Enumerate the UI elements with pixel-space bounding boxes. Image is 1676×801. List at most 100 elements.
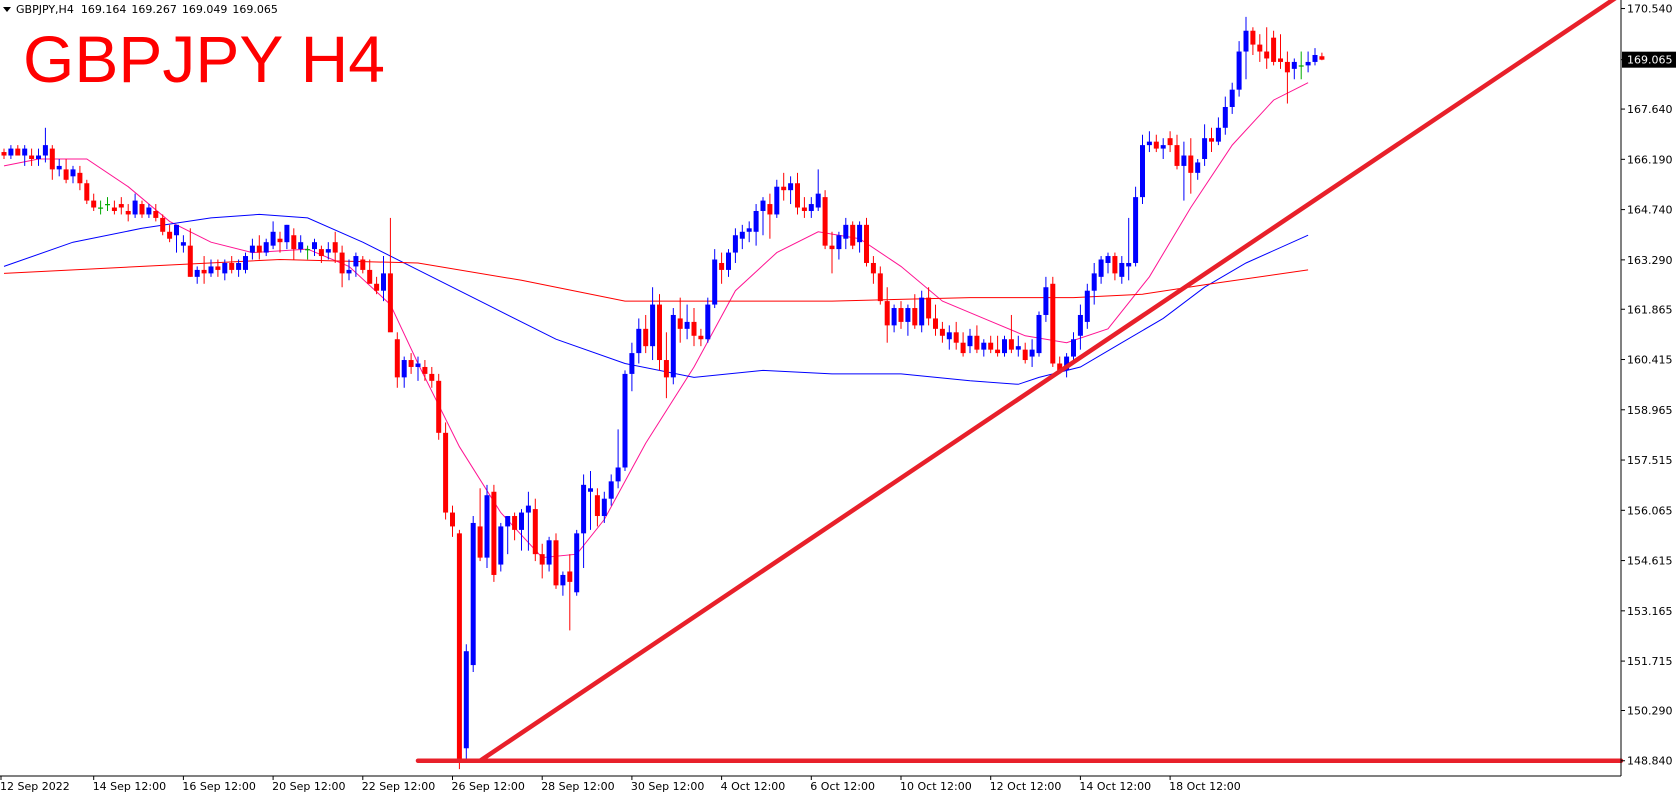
candle — [567, 554, 573, 631]
candle — [1015, 335, 1021, 357]
candle — [318, 245, 324, 263]
candle-body — [229, 262, 235, 270]
candle-body — [1312, 54, 1318, 62]
y-tick-label: 156.065 — [1627, 504, 1673, 517]
candle-body — [408, 360, 414, 367]
candle — [1284, 51, 1290, 104]
candle — [898, 301, 904, 329]
candle — [312, 238, 317, 257]
candle-body — [705, 304, 711, 340]
candle — [408, 353, 414, 374]
candle-body — [1105, 256, 1111, 263]
candle-body — [657, 304, 662, 361]
candle-body — [1015, 346, 1021, 350]
candle-body — [215, 266, 221, 270]
candle — [450, 505, 455, 537]
candle-body — [318, 249, 324, 257]
candle — [180, 235, 186, 253]
candle — [1119, 256, 1125, 284]
candle — [801, 197, 807, 218]
candle — [160, 214, 166, 236]
candle-body — [450, 512, 455, 527]
candle — [643, 314, 649, 354]
candle — [29, 148, 35, 166]
candle — [36, 148, 41, 166]
candle-body — [470, 522, 476, 666]
candle — [1243, 16, 1249, 80]
candle-body — [650, 304, 656, 347]
y-tick-label: 164.740 — [1627, 204, 1673, 217]
candle — [629, 342, 635, 392]
candle — [712, 249, 718, 309]
candle-body — [105, 204, 110, 206]
candle — [415, 356, 421, 381]
candle — [1278, 34, 1283, 69]
candle-body — [560, 574, 566, 586]
candle-body — [325, 249, 331, 253]
candle — [505, 516, 511, 555]
candle-body — [312, 242, 317, 250]
candle — [429, 366, 435, 388]
candle — [829, 231, 835, 274]
candle-body — [1298, 65, 1304, 67]
x-tick-label: 12 Sep 2022 — [0, 780, 70, 793]
candle-body — [84, 183, 90, 201]
candle-body — [1229, 89, 1235, 107]
candle — [1084, 283, 1090, 329]
candle — [194, 266, 200, 284]
candle — [118, 197, 124, 215]
candle-body — [877, 273, 883, 302]
candle-body — [491, 491, 497, 575]
candle-body — [870, 262, 876, 274]
candle — [581, 474, 587, 569]
candle-body — [905, 308, 911, 322]
candle-body — [1002, 339, 1007, 354]
candle — [249, 238, 255, 260]
candle-body — [415, 363, 421, 367]
candle — [1098, 256, 1104, 284]
candle-body — [367, 269, 373, 284]
candle-body — [677, 318, 683, 329]
candle — [1250, 27, 1256, 55]
candle-body — [567, 571, 573, 582]
candle — [691, 308, 697, 347]
candle — [353, 252, 359, 277]
candle — [8, 145, 14, 159]
candle — [995, 335, 1001, 357]
symbol-label: GBPJPY,H4 — [16, 2, 74, 16]
candle — [1146, 131, 1152, 153]
candle — [608, 474, 614, 506]
candle-body — [829, 245, 835, 250]
candle — [719, 252, 725, 284]
candle — [891, 304, 897, 333]
candle-body — [1126, 262, 1132, 267]
candle-body — [422, 366, 428, 374]
candle — [325, 242, 331, 260]
candle — [843, 217, 849, 250]
ma-slow-line — [3, 258, 1309, 302]
candle-body — [1050, 283, 1056, 364]
candle-body — [77, 172, 83, 184]
dropdown-triangle-icon[interactable] — [3, 6, 11, 12]
candle-body — [201, 269, 207, 274]
candle — [1195, 158, 1201, 180]
candle-body — [719, 262, 725, 270]
x-tick-label: 14 Sep 12:00 — [93, 780, 166, 793]
candle-body — [1188, 155, 1194, 173]
candle-body — [1077, 314, 1083, 336]
candle — [1188, 138, 1194, 194]
candle — [270, 221, 276, 250]
candle — [498, 522, 504, 572]
candle-body — [629, 353, 635, 374]
candle — [1002, 335, 1007, 357]
candle-body — [443, 432, 449, 513]
candle-body — [70, 169, 76, 177]
candle-body — [574, 533, 580, 593]
ascending-trendline[interactable] — [477, 0, 1621, 763]
candle-body — [615, 467, 621, 482]
candle-body — [463, 651, 469, 749]
candle-body — [429, 373, 435, 381]
candle — [187, 228, 193, 277]
